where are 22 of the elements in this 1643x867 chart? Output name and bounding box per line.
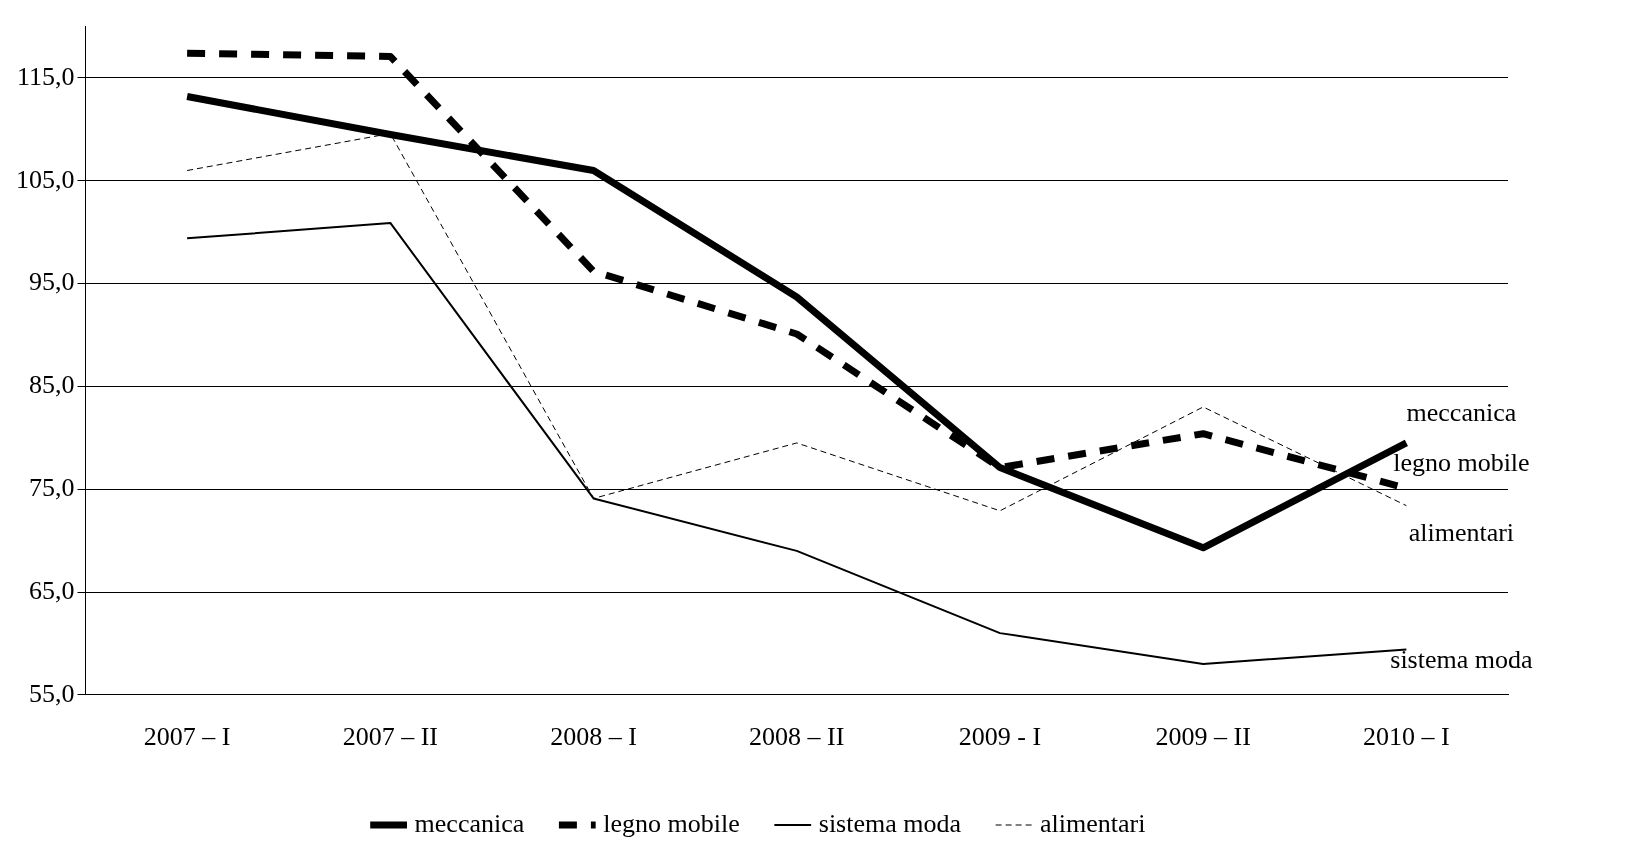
annotation: alimentari xyxy=(1408,518,1515,548)
annotation: meccanica xyxy=(1406,397,1517,427)
x-tick-label: 2009 – II xyxy=(1155,722,1251,752)
x-tick-label: 2007 – I xyxy=(143,722,231,752)
legend-label: meccanica xyxy=(414,808,525,838)
y-tick-label: 105,0 xyxy=(16,164,75,194)
y-tick-label: 55,0 xyxy=(29,678,75,708)
legend-label: alimentari xyxy=(1040,808,1146,838)
x-tick-label: 2008 – II xyxy=(749,722,845,752)
x-tick-label: 2008 – I xyxy=(550,722,637,752)
x-tick-label: 2007 – II xyxy=(342,722,438,752)
y-tick-label: 85,0 xyxy=(29,370,75,400)
y-tick-label: 95,0 xyxy=(29,267,75,297)
x-tick-label: 2009 - I xyxy=(958,722,1042,752)
y-tick-label: 65,0 xyxy=(29,575,75,605)
annotation: legno mobile xyxy=(1393,448,1530,478)
y-tick-label: 75,0 xyxy=(29,473,75,503)
legend-label: sistema moda xyxy=(818,808,962,838)
legend-label: legno mobile xyxy=(603,808,740,838)
annotation: sistema moda xyxy=(1390,645,1533,675)
x-tick-label: 2010 – I xyxy=(1363,722,1450,752)
y-tick-label: 115,0 xyxy=(16,61,75,91)
